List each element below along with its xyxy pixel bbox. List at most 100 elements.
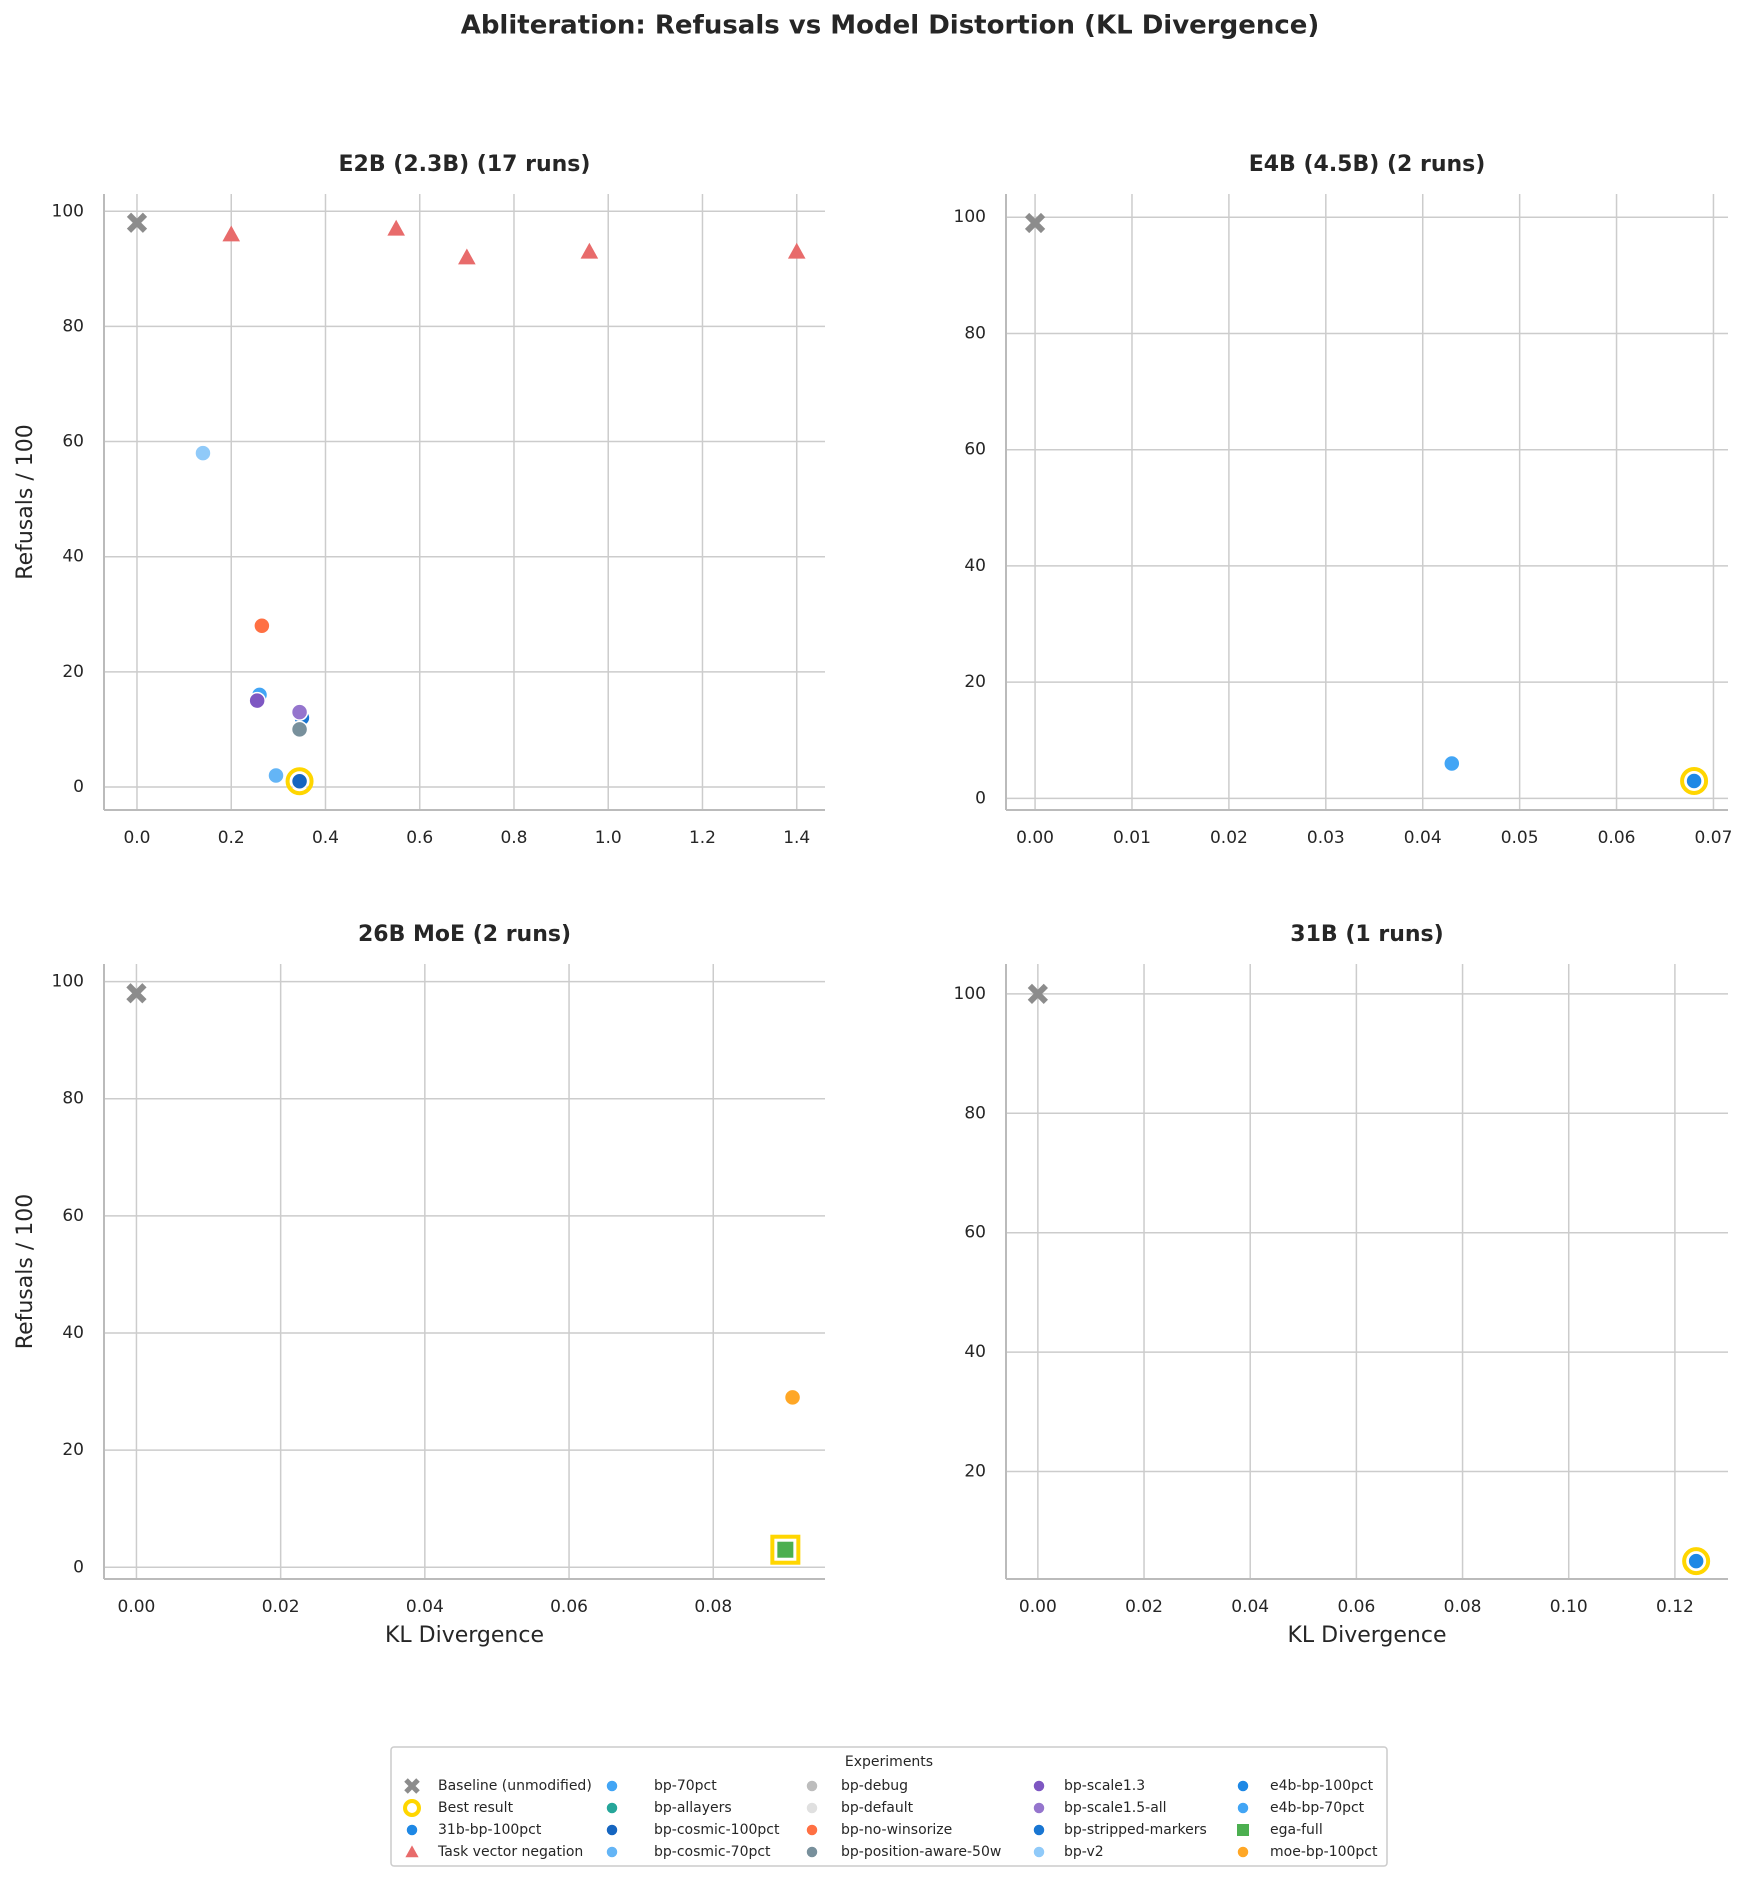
- y-tick-label: 0: [73, 777, 84, 797]
- y-axis-label: Refusals / 100: [13, 424, 38, 579]
- best-highlight: [770, 1534, 801, 1565]
- legend-marker: [605, 1801, 619, 1815]
- legend-label: bp-cosmic-70pct: [654, 1844, 771, 1860]
- point: [580, 242, 599, 259]
- y-tick-label: 20: [62, 662, 84, 682]
- x-tick-label: 0.04: [1404, 828, 1442, 848]
- legend-marker: [1236, 1845, 1250, 1859]
- subplot: 0.00 0.02 0.04 0.06 0.08 0.10 0.12 20 40 60 80 100 3…: [954, 922, 1728, 1648]
- y-tick-label: 60: [964, 440, 986, 460]
- point: [194, 444, 212, 462]
- legend: Experiments Baseline (unmodified) Best res…: [390, 1746, 1388, 1867]
- legend-marker: [605, 1779, 619, 1793]
- y-tick-label: 80: [964, 323, 986, 343]
- x-axis-label: KL Divergence: [1287, 1623, 1446, 1648]
- point: [783, 1388, 802, 1407]
- legend-marker: [1032, 1801, 1046, 1815]
- x-tick-label: 1.2: [689, 828, 716, 848]
- point: [253, 617, 271, 635]
- figure-title: Abliteration: Refusals vs Model Distorti…: [461, 11, 1320, 41]
- x-tick-label: 0.05: [1501, 828, 1539, 848]
- legend-marker: [403, 1799, 421, 1817]
- x-tick-label: 0.04: [406, 1597, 444, 1617]
- x-tick-label: 0.12: [1656, 1597, 1694, 1617]
- y-tick-label: 80: [964, 1103, 986, 1123]
- x-tick-label: 0.02: [262, 1597, 300, 1617]
- subplot-title: E2B (2.3B) (17 runs): [339, 152, 591, 177]
- legend-label: ega-full: [1270, 1822, 1323, 1838]
- subplot: 0.00 0.02 0.04 0.06 0.08 0 20 40 60 80 100 26B MoE …: [13, 922, 825, 1648]
- legend-marker: [1236, 1801, 1250, 1815]
- legend-label: bp-cosmic-100pct: [654, 1822, 780, 1838]
- y-tick-label: 60: [62, 1206, 84, 1226]
- legend-marker: [405, 1823, 419, 1837]
- legend-frame: [390, 1746, 1388, 1867]
- legend-label: bp-scale1.3: [1064, 1778, 1145, 1794]
- y-tick-label: 100: [52, 972, 84, 992]
- x-tick-label: 0.06: [1598, 828, 1636, 848]
- legend-label: bp-scale1.5-all: [1064, 1800, 1167, 1816]
- x-tick-label: 0.00: [118, 1597, 156, 1617]
- y-tick-label: 20: [964, 1462, 986, 1482]
- y-tick-label: 40: [964, 556, 986, 576]
- y-tick-label: 80: [62, 1089, 84, 1109]
- point: [1443, 754, 1461, 773]
- x-tick-label: 0.08: [1444, 1597, 1482, 1617]
- legend-label: 31b-bp-100pct: [438, 1822, 542, 1838]
- x-tick-label: 0.02: [1210, 828, 1248, 848]
- legend-marker: [805, 1801, 819, 1815]
- point: [1685, 772, 1703, 790]
- x-tick-label: 0.00: [1016, 828, 1054, 848]
- y-axis-label: Refusals / 100: [13, 1194, 38, 1349]
- legend-marker: [1032, 1779, 1046, 1793]
- legend-title: Experiments: [845, 1754, 933, 1770]
- legend-label: Task vector negation: [437, 1844, 583, 1860]
- legend-label: Best result: [438, 1800, 514, 1816]
- best-highlight: [285, 767, 314, 796]
- point: [290, 772, 309, 790]
- y-tick-label: 40: [964, 1342, 986, 1362]
- legend-label: bp-allayers: [654, 1800, 732, 1816]
- legend-label: e4b-bp-70pct: [1270, 1800, 1365, 1816]
- x-tick-label: 0.4: [312, 828, 339, 848]
- legend-label: bp-position-aware-50w: [841, 1844, 1001, 1860]
- legend-marker: [605, 1845, 619, 1859]
- point: [777, 1541, 794, 1558]
- point: [248, 691, 266, 710]
- point: [1687, 1552, 1705, 1570]
- legend-marker: [605, 1823, 619, 1837]
- legend-marker: [404, 1778, 420, 1794]
- x-tick-label: 0.03: [1307, 828, 1345, 848]
- x-tick-label: 0.07: [1695, 828, 1733, 848]
- legend-label: Baseline (unmodified): [438, 1778, 592, 1794]
- subplot-title: 31B (1 runs): [1290, 922, 1443, 947]
- legend-label: bp-stripped-markers: [1064, 1822, 1207, 1838]
- point: [290, 703, 309, 721]
- y-tick-label: 100: [52, 201, 84, 221]
- point: [787, 242, 806, 259]
- x-tick-label: 0.10: [1550, 1597, 1588, 1617]
- legend-label: bp-debug: [841, 1778, 908, 1794]
- y-tick-label: 40: [62, 547, 84, 567]
- y-tick-label: 80: [62, 316, 84, 336]
- subplot: 0.0 0.2 0.4 0.6 0.8 1.0 1.2 1.4 0 20 40 60 80 100 E2B …: [13, 152, 825, 848]
- y-tick-label: 0: [73, 1557, 84, 1577]
- point: [387, 219, 405, 236]
- x-tick-label: 0.2: [218, 828, 245, 848]
- y-tick-label: 60: [964, 1223, 986, 1243]
- x-tick-label: 0.02: [1125, 1597, 1163, 1617]
- legend-label: e4b-bp-100pct: [1270, 1778, 1374, 1794]
- x-tick-label: 0.8: [500, 828, 527, 848]
- legend-marker: [805, 1845, 819, 1859]
- legend-marker: [405, 1845, 419, 1858]
- point: [458, 248, 476, 265]
- x-tick-label: 0.6: [406, 828, 433, 848]
- point: [126, 983, 147, 1004]
- point: [1024, 212, 1046, 234]
- legend-label: bp-v2: [1064, 1844, 1104, 1860]
- x-tick-label: 1.4: [783, 828, 810, 848]
- best-highlight: [1680, 766, 1709, 795]
- x-axis-label: KL Divergence: [385, 1623, 544, 1648]
- x-tick-label: 0.01: [1113, 828, 1151, 848]
- y-tick-label: 20: [62, 1440, 84, 1460]
